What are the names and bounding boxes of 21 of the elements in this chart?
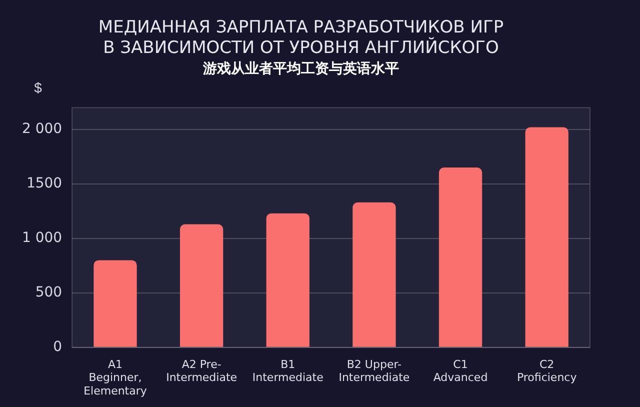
- bar: [94, 260, 137, 347]
- x-tick-label: B1 Intermediate: [252, 358, 324, 384]
- bar: [525, 127, 568, 347]
- text: В ЗАВИСИМОСТИ ОТ УРОВНЯ АНГЛИЙСКОГО: [103, 38, 499, 58]
- y-tick-label: 1500: [26, 176, 62, 192]
- bar: [352, 202, 396, 347]
- y-tick-label: 1 000: [22, 230, 62, 246]
- text: МЕДИАННАЯ ЗАРПЛАТА РАЗРАБОТЧИКОВ ИГР: [98, 18, 504, 38]
- chart-subtitle: 游戏从业者平均工资与英语水平: [202, 60, 399, 77]
- bar: [266, 213, 310, 347]
- y-tick-label: 2 000: [22, 121, 62, 138]
- x-tick-label: B2 Upper-Intermediate: [338, 358, 410, 384]
- bar: [438, 168, 482, 347]
- bar: [180, 224, 224, 347]
- y-axis-title: $: [34, 79, 42, 96]
- x-tick-label: C2 Proficiency: [516, 358, 578, 384]
- x-tick-label: C1 Advanced: [433, 358, 488, 384]
- y-tick-label: 0: [53, 339, 62, 356]
- x-tick-label: A2 Pre-Intermediate: [166, 358, 238, 384]
- x-tick-label: A1 Beginner, Elementary: [84, 358, 148, 398]
- y-tick-label: 500: [35, 284, 62, 301]
